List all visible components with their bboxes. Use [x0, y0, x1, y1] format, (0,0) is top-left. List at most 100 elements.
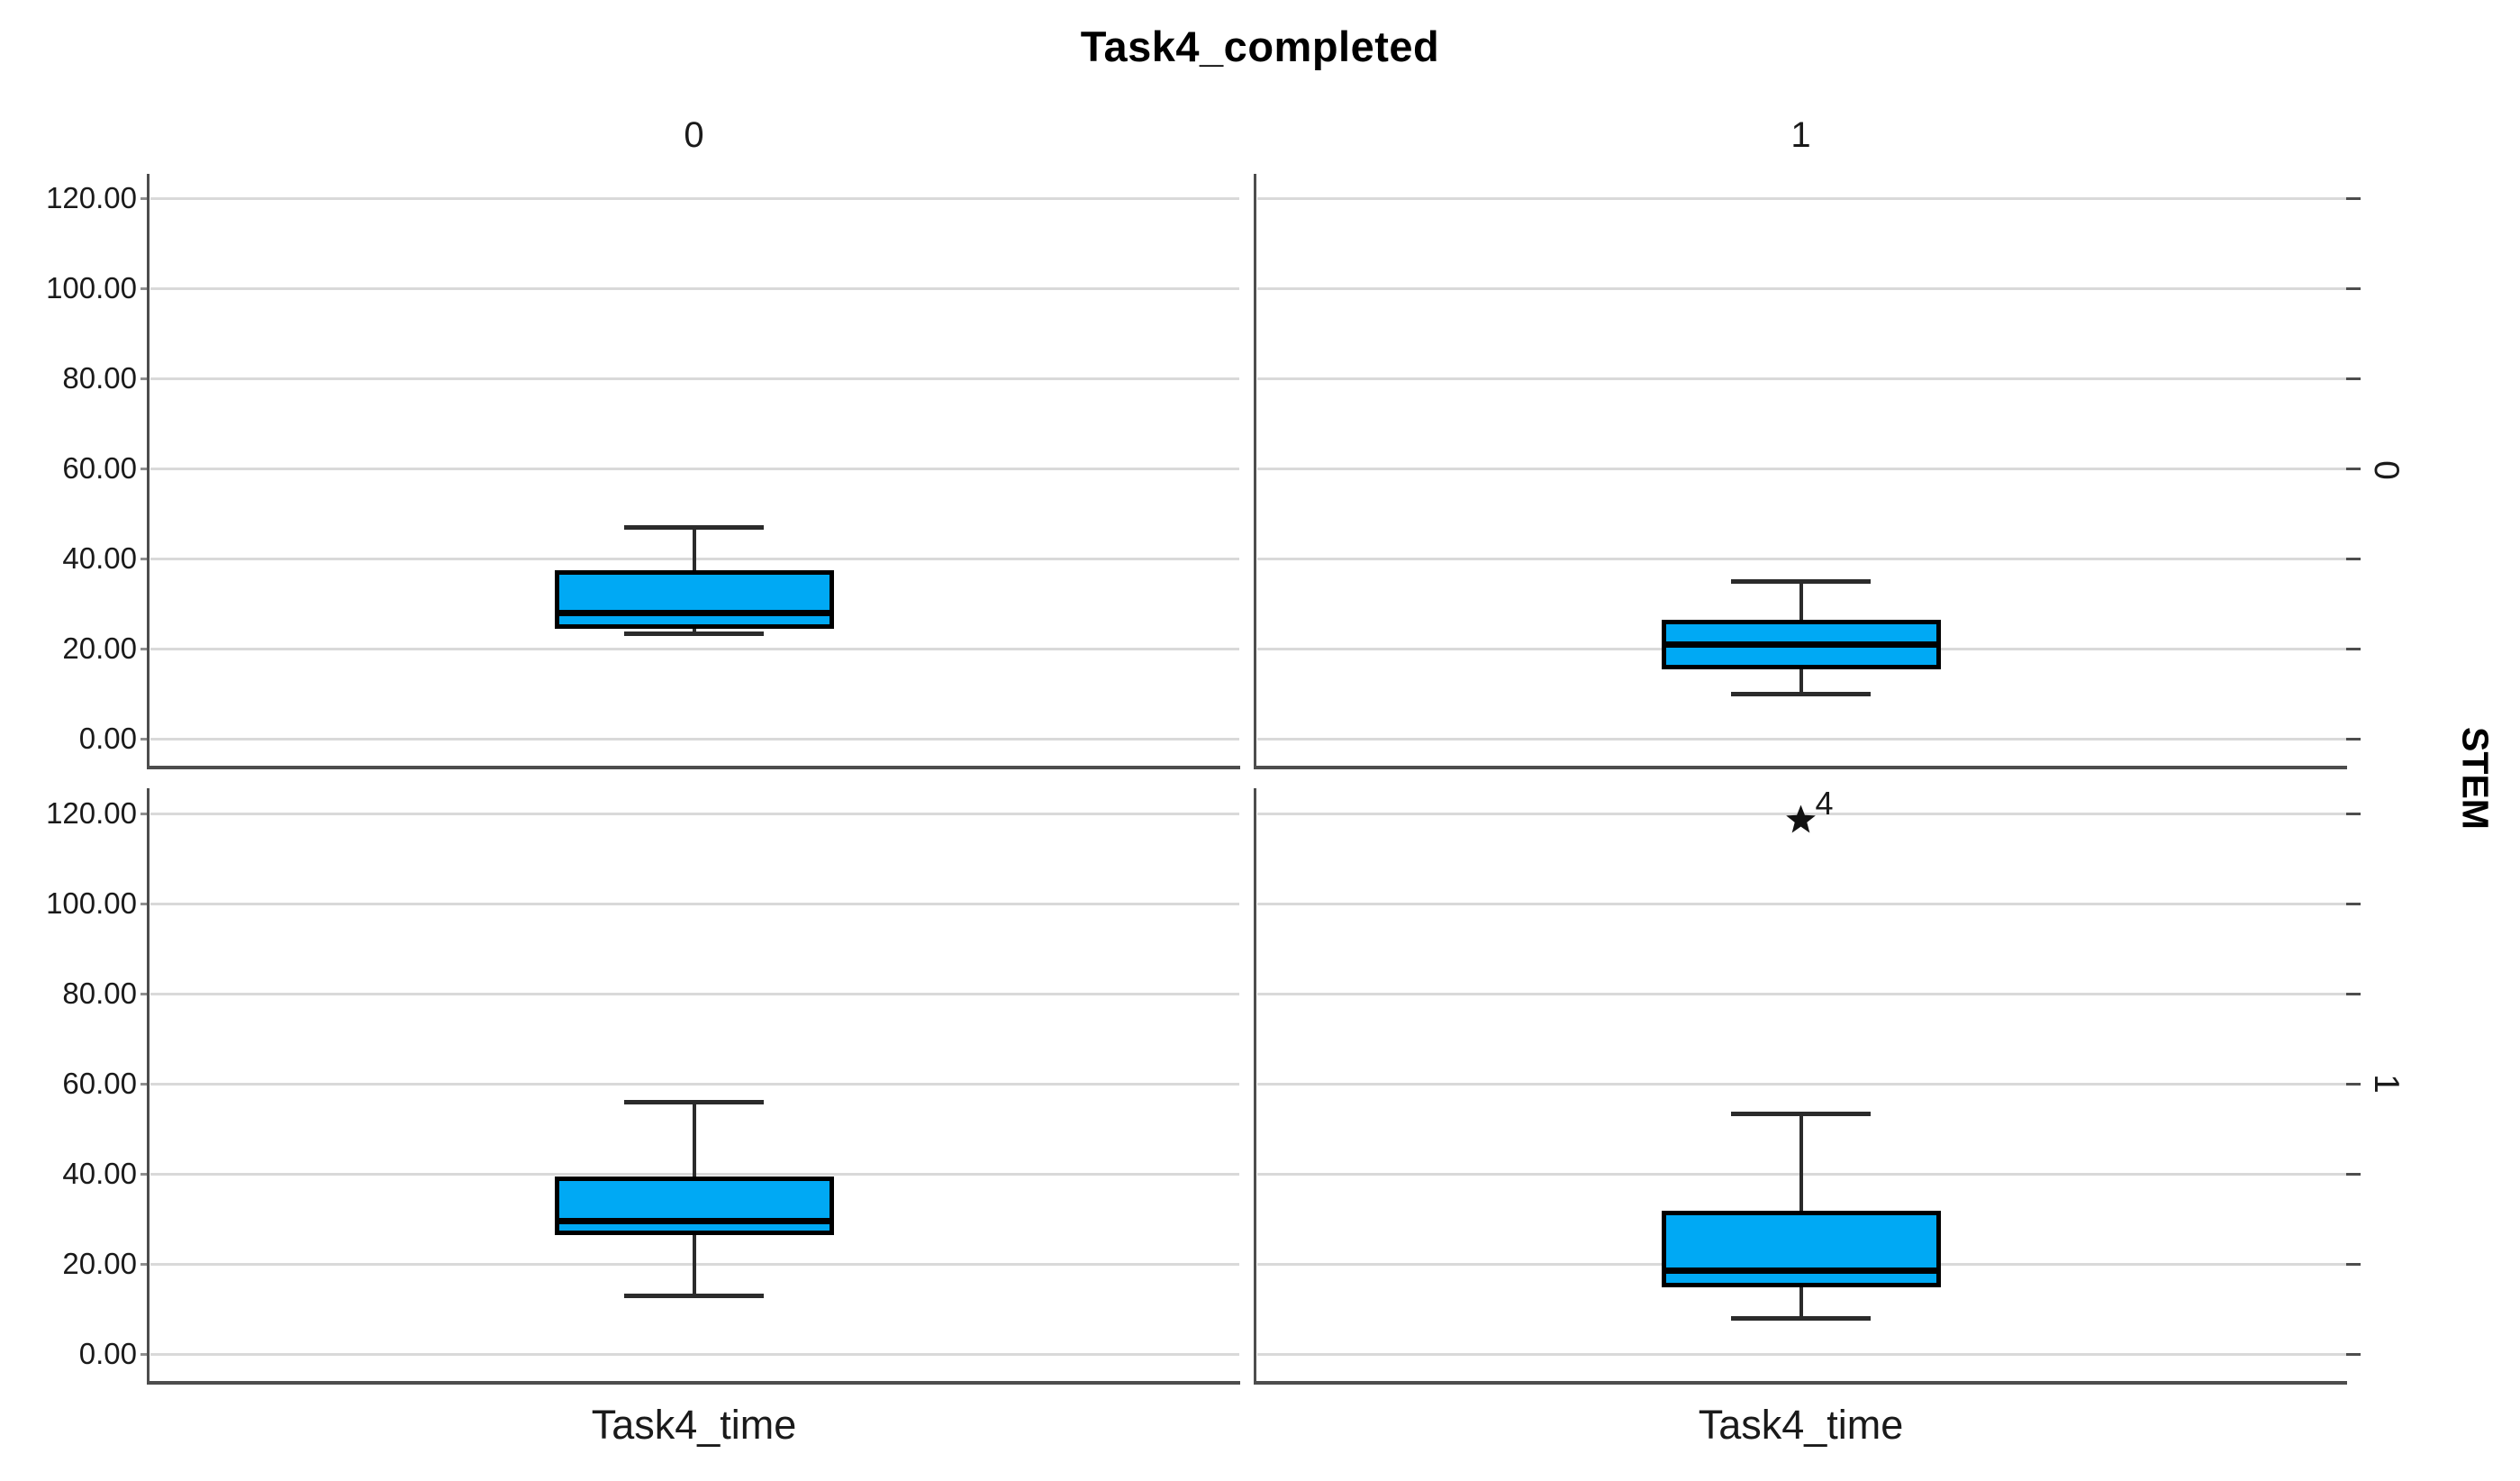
y-axis-tick-left: [141, 993, 149, 995]
row-facet-label-1: 1: [2367, 1074, 2406, 1094]
gridline: [150, 287, 1239, 290]
gridline: [1257, 558, 2346, 560]
gridline: [150, 1353, 1239, 1356]
gridline: [150, 648, 1239, 650]
y-tick-label: 40.00: [62, 1157, 137, 1190]
y-axis-line: [147, 788, 150, 1385]
y-tick-label: 60.00: [62, 451, 137, 485]
y-axis-tick-right: [2346, 377, 2361, 380]
y-axis-tick-left: [141, 648, 149, 650]
y-axis-tick-left: [141, 813, 149, 815]
gridline: [1257, 468, 2346, 470]
y-axis-line: [1254, 174, 1256, 769]
boxplot-whisker-cap-lower: [1731, 1316, 1871, 1321]
boxplot-whisker-cap-upper: [624, 1100, 764, 1104]
y-tick-label: 20.00: [62, 1247, 137, 1280]
gridline: [150, 903, 1239, 905]
y-axis-tick-right: [2346, 558, 2361, 560]
boxplot-median-line: [1661, 641, 1941, 648]
gridline: [1257, 993, 2346, 995]
y-axis-tick-left: [141, 1083, 149, 1086]
chart-title: Task4_completed: [1080, 23, 1440, 70]
y-axis-tick-left: [141, 1173, 149, 1176]
boxplot-box: [554, 570, 834, 629]
column-facet-header-1: 1: [1790, 115, 1811, 155]
boxplot-whisker-stem-lower: [692, 1232, 696, 1295]
y-tick-label: 120.00: [46, 796, 137, 830]
y-tick-label: 100.00: [46, 886, 137, 920]
gridline: [1257, 287, 2346, 290]
y-axis-tick-left: [141, 197, 149, 200]
y-tick-label: 80.00: [62, 361, 137, 395]
row-facet-variable-label: STEM: [2454, 727, 2497, 830]
boxplot-box: [1661, 1210, 1941, 1287]
gridline: [1257, 903, 2346, 905]
boxplot-box: [554, 1177, 834, 1235]
y-tick-label: 120.00: [46, 181, 137, 214]
gridline: [150, 377, 1239, 380]
boxplot-median-line: [554, 1218, 834, 1224]
boxplot-whisker-stem-upper: [1799, 581, 1803, 622]
gridline: [1257, 1353, 2346, 1356]
panel-bottom-border: [1254, 766, 2347, 769]
y-axis-tick-left: [141, 468, 149, 470]
y-axis-tick-left: [141, 377, 149, 380]
panel-bottom-border: [147, 1381, 1240, 1385]
gridline: [150, 1083, 1239, 1086]
y-axis-tick-left: [141, 287, 149, 290]
y-axis-tick-right: [2346, 1263, 2361, 1266]
boxplot-whisker-cap-lower: [1731, 692, 1871, 696]
panel-bottom-border: [147, 766, 1240, 769]
y-axis-tick-right: [2346, 903, 2361, 905]
gridline: [150, 993, 1239, 995]
boxplot-whisker-stem-lower: [1799, 667, 1803, 694]
y-axis-tick-right: [2346, 993, 2361, 995]
y-axis-tick-left: [141, 903, 149, 905]
y-axis-line: [1254, 788, 1256, 1385]
boxplot-whisker-cap-upper: [1731, 579, 1871, 584]
boxplot-whisker-stem-upper: [692, 1102, 696, 1178]
gridline: [1257, 738, 2346, 740]
gridline: [150, 738, 1239, 740]
gridline: [150, 197, 1239, 200]
gridline: [150, 813, 1239, 815]
gridline: [1257, 377, 2346, 380]
y-tick-label: 60.00: [62, 1067, 137, 1100]
boxplot-whisker-stem-upper: [692, 527, 696, 572]
boxplot-whisker-stem-lower: [1799, 1284, 1803, 1318]
row-facet-label-0: 0: [2367, 460, 2406, 480]
column-facet-header-0: 0: [684, 115, 704, 155]
x-axis-label-right: Task4_time: [1698, 1402, 1904, 1448]
outlier-case-label: 4: [1815, 784, 1834, 822]
y-axis-tick-right: [2346, 1353, 2361, 1356]
gridline: [1257, 1083, 2346, 1086]
panel-bottom-border: [1254, 1381, 2347, 1385]
boxplot-whisker-stem-upper: [1799, 1113, 1803, 1213]
boxplot-whisker-cap-upper: [624, 525, 764, 530]
y-tick-label: 0.00: [78, 1337, 137, 1370]
y-tick-label: 100.00: [46, 271, 137, 304]
y-axis-tick-right: [2346, 468, 2361, 470]
boxplot-median-line: [1661, 1267, 1941, 1274]
y-axis-line: [147, 174, 150, 769]
boxplot-whisker-cap-lower: [624, 631, 764, 636]
gridline: [150, 468, 1239, 470]
y-tick-label: 80.00: [62, 977, 137, 1010]
y-axis-tick-right: [2346, 738, 2361, 740]
y-axis-tick-left: [141, 1353, 149, 1356]
y-axis-tick-left: [141, 1263, 149, 1266]
y-axis-tick-right: [2346, 287, 2361, 290]
y-axis-tick-left: [141, 558, 149, 560]
y-axis-tick-right: [2346, 1083, 2361, 1086]
outlier-star-icon: [1786, 804, 1816, 833]
x-axis-label-left: Task4_time: [591, 1402, 797, 1448]
y-tick-label: 40.00: [62, 541, 137, 575]
boxplot-median-line: [554, 609, 834, 616]
boxplot-whisker-cap-upper: [1731, 1111, 1871, 1116]
boxplot-whisker-cap-lower: [624, 1294, 764, 1298]
y-axis-tick-right: [2346, 813, 2361, 815]
y-tick-label: 0.00: [78, 722, 137, 755]
y-axis-tick-left: [141, 738, 149, 740]
